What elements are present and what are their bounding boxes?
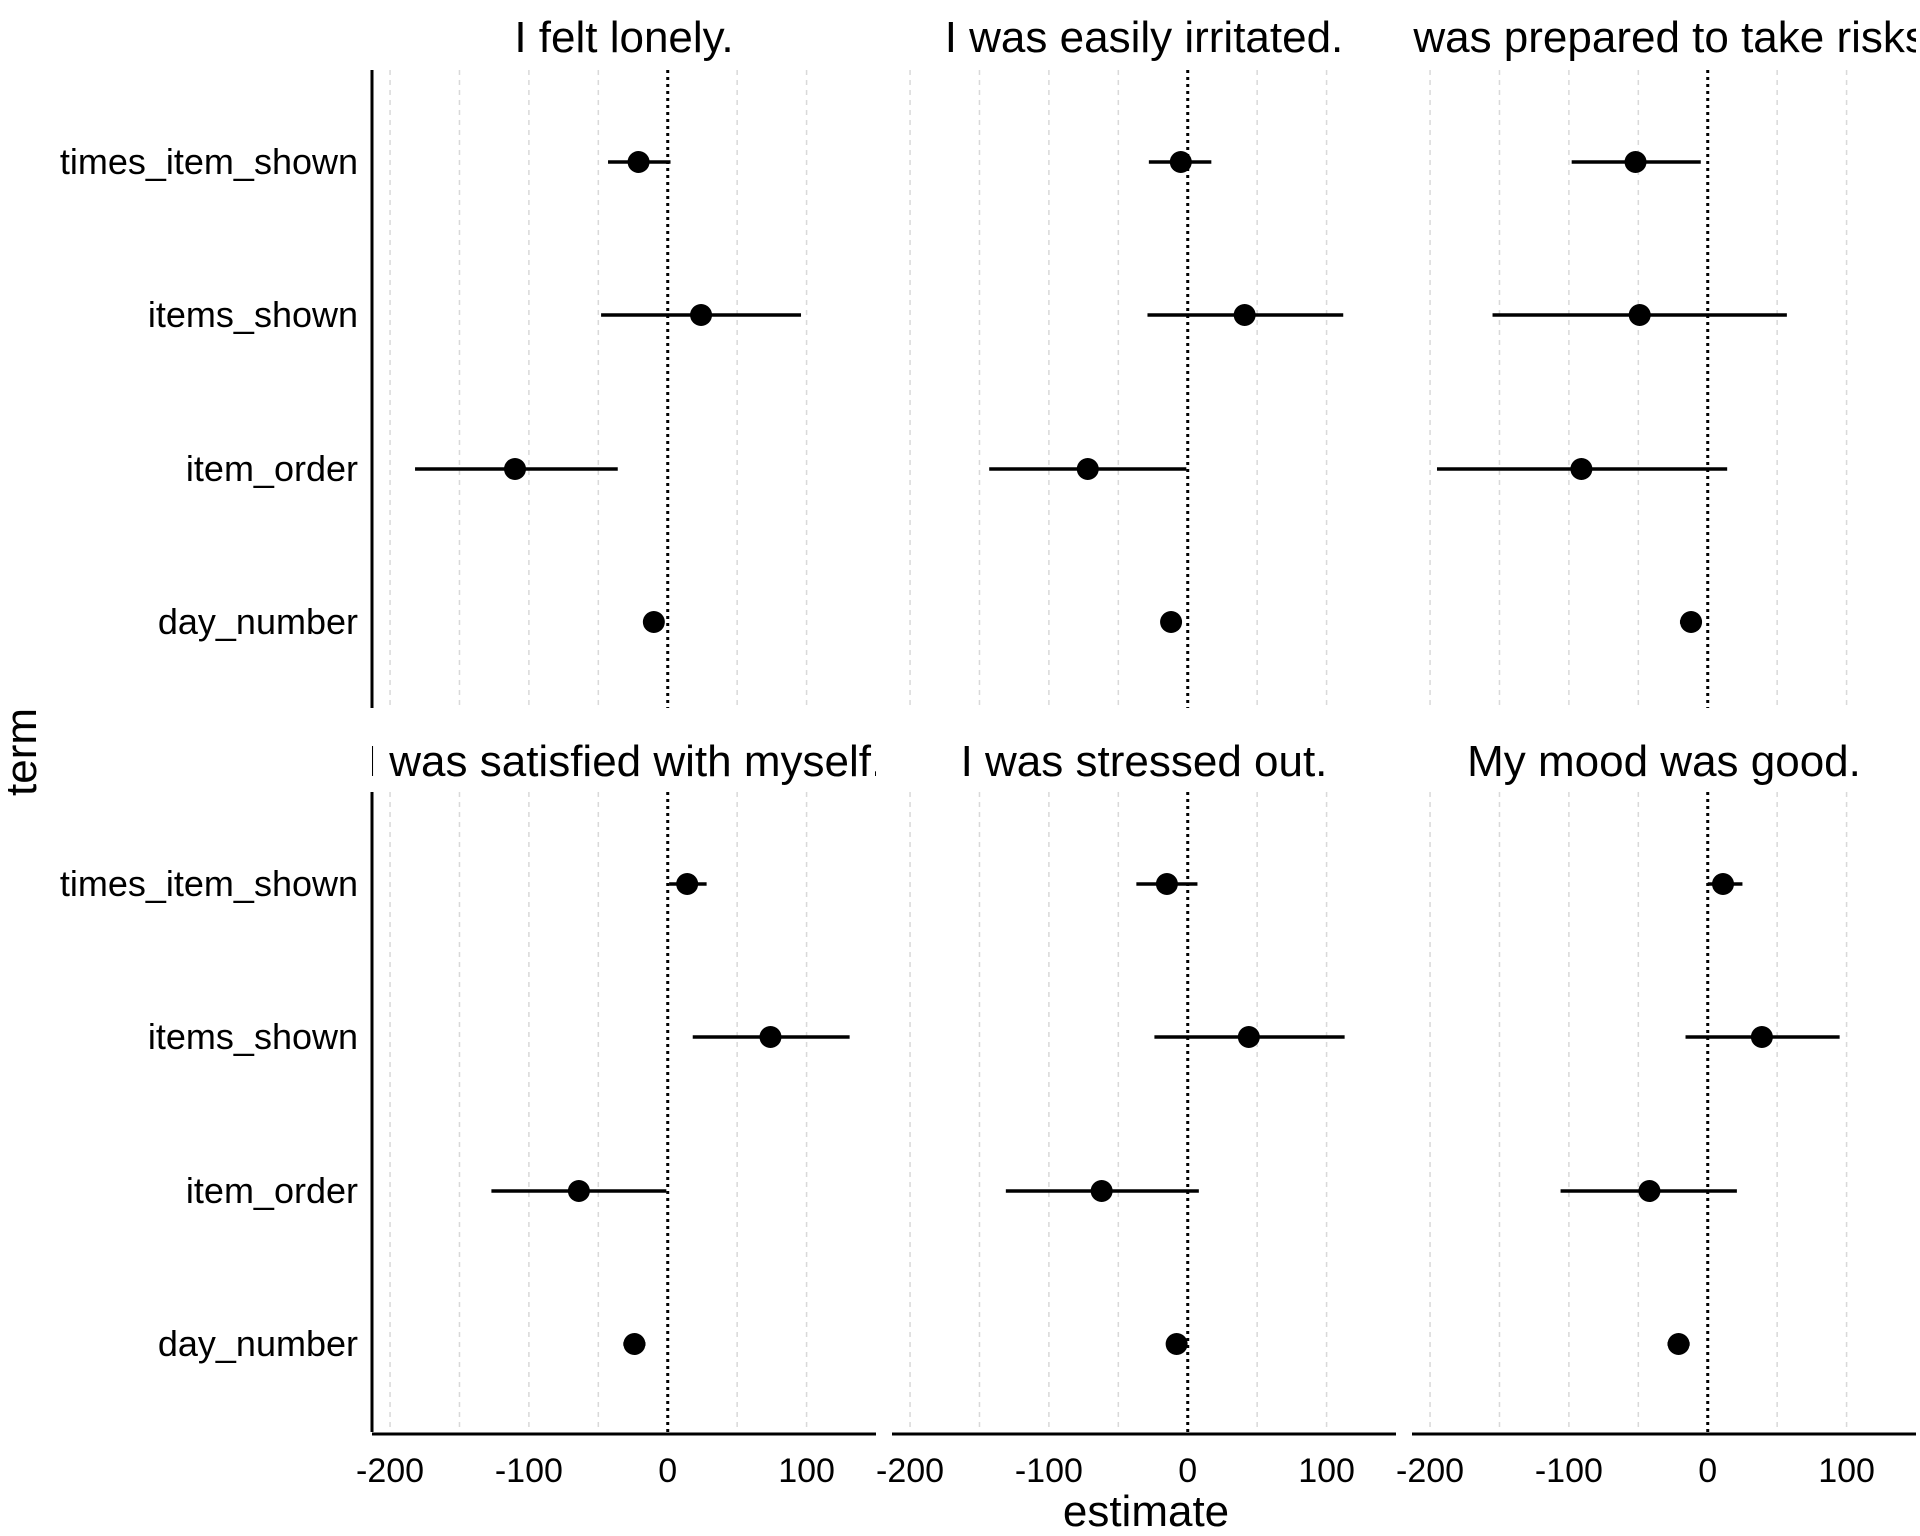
- estimate-point: [1076, 458, 1099, 480]
- estimate-point: [1160, 611, 1183, 633]
- x-tick-label: -200: [876, 1452, 944, 1490]
- panel-title: I was easily irritated.: [945, 13, 1344, 62]
- x-tick-label: -100: [1535, 1452, 1603, 1490]
- panel-title: My mood was good.: [1467, 737, 1861, 786]
- grid-layer: [389, 70, 1848, 1432]
- panel-title: I was prepared to take risks.: [1389, 13, 1920, 62]
- panel-title: I was stressed out.: [961, 737, 1328, 786]
- estimate-point: [1165, 1333, 1188, 1355]
- estimate-point: [1624, 151, 1647, 173]
- estimate-point: [567, 1180, 590, 1202]
- x-tick-label: 0: [1698, 1452, 1717, 1490]
- estimate-point: [1233, 304, 1256, 326]
- y-axis-title: term: [0, 708, 46, 796]
- estimate-point: [1750, 1026, 1773, 1048]
- term-label: items_shown: [148, 1016, 358, 1057]
- estimate-point: [1680, 611, 1703, 633]
- term-label: items_shown: [148, 294, 358, 335]
- panel-title: I felt lonely.: [514, 13, 733, 62]
- estimate-point: [1570, 458, 1593, 480]
- x-tick-label: -100: [495, 1452, 563, 1490]
- estimate-point: [690, 304, 713, 326]
- term-label: day_number: [158, 1323, 358, 1364]
- estimate-point: [623, 1333, 646, 1355]
- estimate-point: [627, 151, 650, 173]
- term-label: times_item_shown: [60, 141, 358, 182]
- estimate-point: [1155, 873, 1178, 895]
- estimate-point: [676, 873, 699, 895]
- marks-layer: [415, 151, 1840, 1355]
- x-tick-label: 100: [778, 1452, 835, 1490]
- term-label: item_order: [186, 1170, 358, 1211]
- x-tick-label: 0: [658, 1452, 677, 1490]
- axes-layer: times_item_shownitems_shownitem_orderday…: [60, 70, 1916, 1490]
- estimate-point: [1090, 1180, 1113, 1202]
- estimate-point: [1667, 1333, 1690, 1355]
- term-label: times_item_shown: [60, 863, 358, 904]
- estimate-point: [504, 458, 527, 480]
- estimate-point: [1237, 1026, 1260, 1048]
- estimate-point: [759, 1026, 782, 1048]
- panel-titles: I felt lonely. I was easily irritated. I w…: [365, 13, 1920, 786]
- estimate-point: [1169, 151, 1192, 173]
- term-label: day_number: [158, 601, 358, 642]
- x-tick-label: 0: [1178, 1452, 1197, 1490]
- estimate-point: [1638, 1180, 1661, 1202]
- panel-title: I was satisfied with myself.: [365, 737, 883, 786]
- term-label: item_order: [186, 448, 358, 489]
- estimate-point: [1712, 873, 1735, 895]
- x-tick-label: -200: [356, 1452, 424, 1490]
- x-axis-title: estimate: [1063, 1487, 1229, 1536]
- x-tick-label: -200: [1396, 1452, 1464, 1490]
- x-tick-label: -100: [1015, 1452, 1083, 1490]
- estimate-point: [642, 611, 665, 633]
- x-tick-label: 100: [1818, 1452, 1875, 1490]
- x-tick-label: 100: [1298, 1452, 1355, 1490]
- estimate-point: [1628, 304, 1651, 326]
